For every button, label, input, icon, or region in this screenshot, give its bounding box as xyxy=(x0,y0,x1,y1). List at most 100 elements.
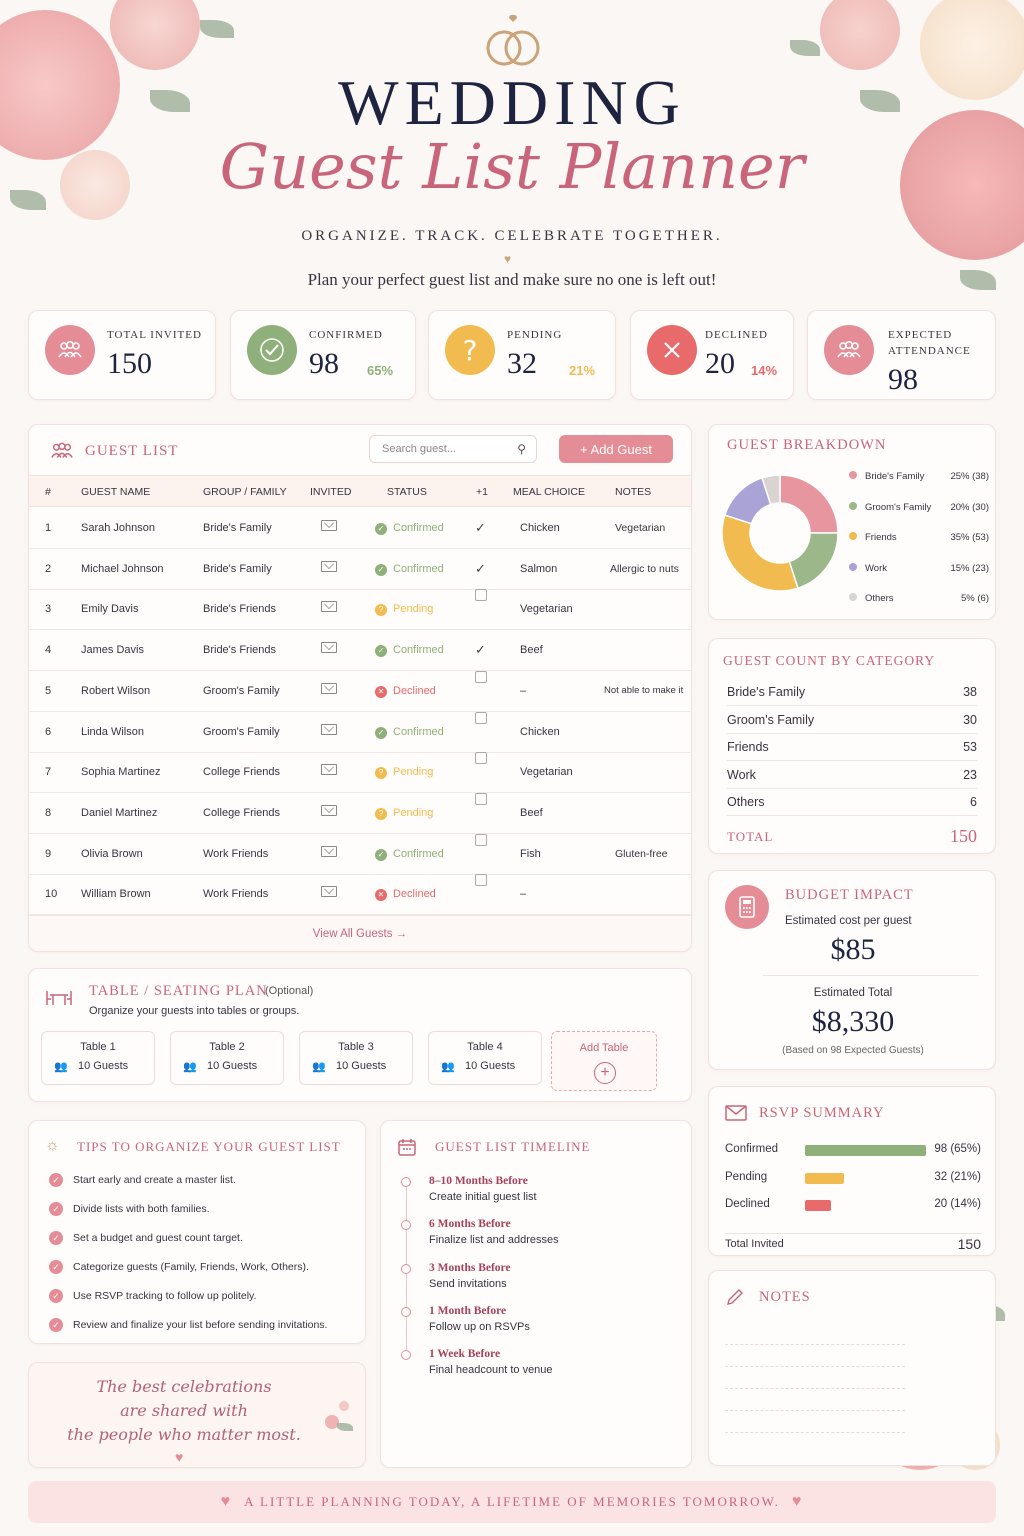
plus-one-cell[interactable]: ✓ xyxy=(475,549,486,590)
stat-label: CONFIRMED xyxy=(309,329,383,341)
table-row[interactable]: 3 Emily Davis Bride's Friends? Pending Veget… xyxy=(29,589,691,631)
heart-icon: ♥ xyxy=(175,1449,184,1465)
category-total: TOTAL 150 xyxy=(727,823,977,850)
tip-item: ✓ Categorize guests (Family, Friends, Wor… xyxy=(49,1260,309,1274)
guest-breakdown-panel: GUEST BREAKDOWN Bride's Family 25% (38) Gr… xyxy=(708,424,996,620)
check-circle-icon: ✓ xyxy=(49,1173,63,1187)
table-guest-count: 10 Guests xyxy=(336,1060,387,1072)
col-invited[interactable]: INVITED xyxy=(310,486,352,498)
row-number: 2 xyxy=(45,562,52,575)
invited-cell xyxy=(321,793,337,833)
stat-label: PENDING xyxy=(507,329,563,341)
plus-one-cell[interactable]: ✓ xyxy=(475,630,486,671)
col-status[interactable]: STATUS xyxy=(387,486,427,498)
stat-value: 98 xyxy=(888,363,918,396)
donut-slice-bride-s-family xyxy=(779,474,839,534)
category-value: 38 xyxy=(963,685,977,699)
col-plus-one[interactable]: +1 xyxy=(476,486,488,498)
tips-title: TIPS TO ORGANIZE YOUR GUEST LIST xyxy=(77,1139,341,1154)
guest-group: College Friends xyxy=(203,806,281,819)
table-row[interactable]: 8 Daniel Martinez College Friends? Pending B… xyxy=(29,792,691,834)
search-input[interactable]: Search guest... ⚲ xyxy=(369,435,537,463)
guest-group: Work Friends xyxy=(203,847,269,860)
stat-value: 32 xyxy=(507,347,537,380)
meal-choice: Vegetarian xyxy=(520,603,573,616)
table-name: Table 4 xyxy=(467,1041,503,1053)
table-row[interactable]: 5 Robert Wilson Groom's Family ✕ Declined – No… xyxy=(29,670,691,712)
status-confirmed-icon: ✓ xyxy=(375,726,387,739)
rsvp-label: Pending xyxy=(725,1170,768,1183)
status-text: Confirmed xyxy=(393,847,444,860)
table-row[interactable]: 2 Michael Johnson Bride's Family ✓ Confirmed… xyxy=(29,549,691,590)
table-card[interactable]: Table 4 👥 10 Guests xyxy=(428,1031,542,1085)
timeline-what: Follow up on RSVPs xyxy=(429,1320,530,1333)
timeline-dot-icon xyxy=(401,1350,411,1361)
category-label: Groom's Family xyxy=(727,712,815,727)
col-meal[interactable]: MEAL CHOICE xyxy=(513,486,585,498)
tagline: ORGANIZE. TRACK. CELEBRATE TOGETHER. xyxy=(301,228,723,244)
checkbox-icon xyxy=(475,670,487,683)
wedding-rings-icon xyxy=(486,14,540,66)
guest-notes: Not able to make it xyxy=(604,684,684,696)
status-badge: ? Pending xyxy=(375,589,433,629)
rsvp-row: Declined 20 (14%) xyxy=(725,1198,981,1214)
notes-lines[interactable] xyxy=(725,1323,905,1433)
view-all-guests-link[interactable]: View All Guests → xyxy=(29,915,691,951)
rsvp-label: Confirmed xyxy=(725,1143,779,1155)
legend-label: Bride's Family xyxy=(865,471,925,482)
guest-name: Daniel Martinez xyxy=(81,806,158,819)
legend-item: Groom's Family 20% (30) xyxy=(849,501,989,513)
col-guest-name[interactable]: GUEST NAME xyxy=(81,486,151,498)
legend-label: Others xyxy=(865,593,894,604)
guest-list-panel: GUEST LIST Search guest... ⚲ + Add Guest… xyxy=(28,424,692,952)
table-card[interactable]: Table 2 👥 10 Guests xyxy=(170,1031,284,1085)
tip-item: ✓ Use RSVP tracking to follow up politely… xyxy=(49,1289,256,1303)
invited-cell xyxy=(321,589,337,629)
lightbulb-icon: ☼ xyxy=(45,1137,60,1154)
guest-name: Emily Davis xyxy=(81,603,139,616)
col-group[interactable]: GROUP / FAMILY xyxy=(203,486,287,498)
plus-one-cell[interactable]: ✓ xyxy=(475,508,486,549)
category-value: 23 xyxy=(963,767,977,782)
add-table-button[interactable]: Add Table + xyxy=(551,1031,657,1091)
check-circle-icon: ✓ xyxy=(49,1202,63,1216)
status-badge: ✕ Declined xyxy=(375,874,436,914)
timeline-dot-icon xyxy=(401,1220,411,1231)
checkbox-icon xyxy=(475,589,487,602)
status-text: Pending xyxy=(393,603,434,616)
legend-value: 25% (38) xyxy=(950,471,989,482)
table-row[interactable]: 10 William Brown Work Friends ✕ Declined – xyxy=(29,874,691,916)
add-guest-button[interactable]: + Add Guest xyxy=(559,435,673,463)
stat-percent: 14% xyxy=(751,363,778,378)
timeline-dot-icon xyxy=(401,1177,411,1187)
guest-group: Bride's Family xyxy=(203,522,272,534)
col-notes[interactable]: NOTES xyxy=(615,486,652,498)
meal-choice: Beef xyxy=(520,644,543,657)
col-num[interactable]: # xyxy=(45,486,51,498)
invited-cell xyxy=(321,752,337,792)
per-guest-value: $85 xyxy=(830,933,876,966)
table-row[interactable]: 7 Sophia Martinez College Friends? Pending V… xyxy=(29,752,691,794)
guest-name: Linda Wilson xyxy=(81,725,144,738)
status-text: Confirmed xyxy=(393,644,444,657)
table-row[interactable]: 4 James Davis Bride's Friends ✓ Confirmed ✓ Be… xyxy=(29,630,691,672)
quote-line-1: The best celebrations xyxy=(96,1377,272,1396)
table-card[interactable]: Table 3 👥 10 Guests xyxy=(299,1031,413,1085)
row-number: 6 xyxy=(45,725,52,738)
rsvp-bar xyxy=(805,1145,926,1156)
category-row: Friends 53 xyxy=(727,734,977,762)
table-card[interactable]: Table 1 👥 10 Guests xyxy=(41,1031,155,1085)
envelope-icon xyxy=(321,520,337,531)
table-row[interactable]: 1 Sarah Johnson Bride's Family ✓ Confirmed ✓ C… xyxy=(29,508,691,549)
rsvp-row: Confirmed 98 (65%) xyxy=(725,1143,981,1159)
search-placeholder: Search guest... xyxy=(382,443,456,455)
guest-name: Sarah Johnson xyxy=(81,522,155,534)
row-number: 7 xyxy=(45,766,52,779)
legend-label: Groom's Family xyxy=(865,501,932,513)
check-circle-icon: ✓ xyxy=(49,1260,63,1274)
table-row[interactable]: 9 Olivia Brown Work Friends ✓ Confirmed Fish G… xyxy=(29,833,691,875)
status-pending-icon: ? xyxy=(375,767,387,780)
legend-value: 5% (6) xyxy=(961,593,989,604)
table-row[interactable]: 6 Linda Wilson Groom's Family ✓ Confirmed Chi… xyxy=(29,711,691,753)
checkmark-icon: ✓ xyxy=(475,642,486,658)
